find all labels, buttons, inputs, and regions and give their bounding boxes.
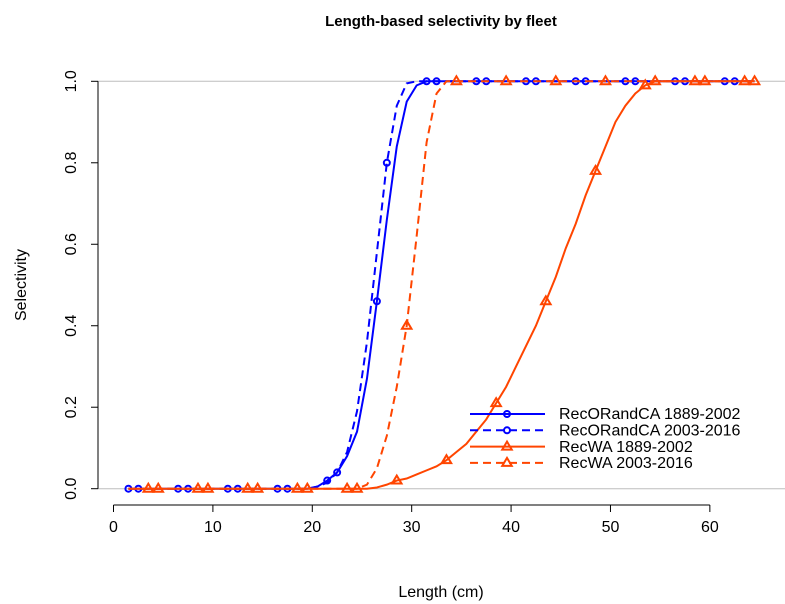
- x-tick-label: 10: [204, 519, 222, 536]
- legend-marker: [500, 439, 514, 451]
- series-line: [128, 80, 755, 490]
- legend-marker: [500, 455, 514, 467]
- marker: [598, 74, 613, 86]
- marker: [589, 163, 603, 175]
- legend-marker: [503, 426, 511, 435]
- y-axis-label: Selectivity: [13, 249, 30, 321]
- marker: [499, 74, 513, 86]
- marker: [151, 481, 165, 493]
- marker: [382, 158, 391, 167]
- y-tick-label: 0.4: [63, 315, 80, 337]
- marker: [449, 74, 463, 86]
- marker: [333, 468, 342, 477]
- marker: [698, 74, 712, 86]
- marker: [439, 453, 453, 465]
- y-tick-label: 0.0: [63, 477, 80, 499]
- x-tick-label: 60: [701, 519, 719, 536]
- x-tick-label: 50: [602, 519, 620, 536]
- legend-label: RecWA 2003-2016: [559, 455, 693, 472]
- marker: [648, 74, 662, 86]
- legend-label: RecWA 1889-2002: [559, 439, 693, 456]
- marker: [748, 74, 762, 86]
- marker: [300, 481, 314, 493]
- x-tick-label: 20: [303, 519, 321, 536]
- marker: [549, 74, 563, 86]
- y-tick-label: 0.2: [63, 396, 80, 418]
- marker: [390, 473, 404, 485]
- x-tick-label: 0: [109, 519, 118, 536]
- marker: [400, 318, 414, 330]
- marker: [539, 294, 553, 306]
- x-tick-label: 30: [403, 519, 421, 536]
- legend-label: RecORandCA 2003-2016: [559, 423, 741, 440]
- chart-title: Length-based selectivity by fleet: [325, 13, 557, 30]
- marker: [432, 77, 441, 86]
- marker: [372, 297, 381, 306]
- marker: [251, 481, 265, 493]
- legend-label: RecORandCA 1889-2002: [559, 406, 741, 423]
- marker: [638, 78, 652, 90]
- x-axis-label: Length (cm): [398, 584, 483, 601]
- marker: [350, 481, 364, 493]
- y-tick-label: 1.0: [63, 70, 80, 92]
- marker: [489, 396, 503, 408]
- x-tick-label: 40: [502, 519, 520, 536]
- y-tick-label: 0.8: [63, 152, 80, 174]
- y-tick-label: 0.6: [63, 233, 80, 255]
- legend-marker: [503, 410, 511, 418]
- marker: [201, 481, 215, 493]
